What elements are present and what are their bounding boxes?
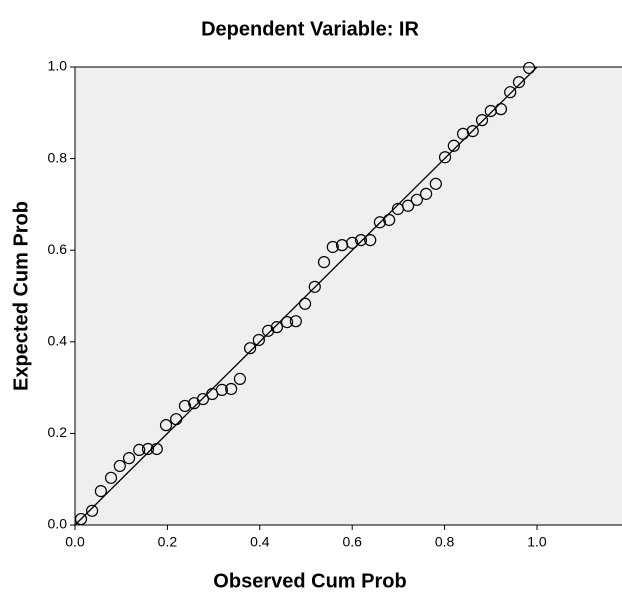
point bbox=[225, 382, 238, 396]
x-tick-label: 0.0 bbox=[65, 534, 85, 550]
point bbox=[252, 333, 265, 347]
point bbox=[383, 213, 396, 227]
point bbox=[113, 459, 126, 473]
y-axis-label: Expected Cum Prob bbox=[10, 201, 32, 391]
point bbox=[74, 512, 88, 526]
point bbox=[141, 442, 155, 456]
point bbox=[104, 471, 118, 484]
point bbox=[466, 125, 479, 138]
chart-title: Dependent Variable: IR bbox=[201, 18, 419, 40]
point bbox=[364, 234, 377, 247]
point bbox=[308, 280, 321, 293]
point bbox=[133, 443, 146, 456]
point bbox=[159, 419, 173, 432]
point bbox=[512, 76, 526, 89]
point bbox=[233, 372, 247, 385]
point bbox=[410, 193, 423, 206]
point bbox=[504, 86, 517, 99]
y-tick-label: 1.0 bbox=[48, 58, 68, 74]
point bbox=[346, 236, 359, 249]
point bbox=[270, 321, 283, 334]
x-tick-label: 0.2 bbox=[158, 534, 178, 550]
point bbox=[401, 199, 415, 212]
point bbox=[373, 216, 387, 229]
y-tick-label: 0.2 bbox=[48, 424, 68, 440]
y-tick-label: 0.6 bbox=[48, 241, 68, 257]
point bbox=[94, 485, 107, 498]
y-tick-label: 0.8 bbox=[48, 149, 68, 165]
point bbox=[170, 413, 183, 426]
point bbox=[429, 177, 442, 190]
point bbox=[447, 139, 460, 152]
point bbox=[215, 383, 229, 396]
point bbox=[150, 442, 163, 456]
x-tick-label: 0.4 bbox=[250, 534, 270, 550]
x-tick-label: 1.0 bbox=[527, 534, 547, 550]
plot-area bbox=[75, 67, 622, 525]
point bbox=[122, 452, 136, 465]
point bbox=[317, 256, 331, 269]
point bbox=[475, 114, 489, 127]
point bbox=[354, 234, 368, 247]
point bbox=[298, 297, 312, 310]
x-tick-label: 0.6 bbox=[342, 534, 362, 550]
point bbox=[196, 392, 210, 406]
point bbox=[85, 504, 99, 517]
x-axis-label: Observed Cum Prob bbox=[213, 570, 406, 592]
point bbox=[438, 151, 452, 164]
point bbox=[494, 103, 508, 116]
point bbox=[243, 342, 257, 355]
y-tick-label: 0.4 bbox=[48, 333, 68, 349]
point bbox=[178, 399, 192, 413]
y-tick-label: 0.0 bbox=[48, 516, 68, 532]
point bbox=[523, 61, 536, 75]
point bbox=[420, 187, 433, 200]
point bbox=[280, 316, 294, 329]
point bbox=[326, 240, 339, 254]
x-tick-label: 0.8 bbox=[435, 534, 455, 550]
point bbox=[289, 315, 302, 328]
reference-line bbox=[74, 66, 538, 526]
